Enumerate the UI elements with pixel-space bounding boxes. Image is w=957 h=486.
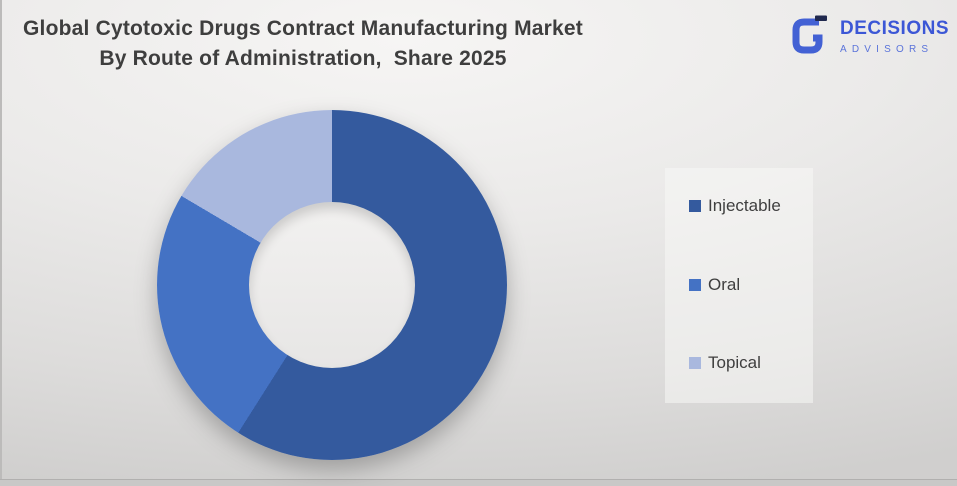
slide-bottom-edge: [0, 479, 957, 486]
decisions-logo-icon: [785, 10, 833, 67]
chart-title-line-1: Global Cytotoxic Drugs Contract Manufact…: [23, 17, 583, 40]
legend-item-topical: Topical: [689, 353, 813, 373]
legend-label-injectable: Injectable: [708, 196, 781, 215]
legend-swatch-injectable: [689, 200, 701, 212]
logo-name: DECISIONS: [839, 18, 949, 39]
legend-swatch-oral: [689, 278, 701, 291]
donut-hole: [249, 202, 415, 368]
chart-title: Global Cytotoxic Drugs Contract Manufact…: [12, 14, 594, 74]
donut-chart-area: [157, 110, 507, 460]
slide-left-edge: [0, 0, 2, 486]
decisions-advisors-logo: DECISIONS ADVISORS: [785, 10, 949, 67]
legend-item-oral: Oral: [689, 275, 813, 295]
logo-text: DECISIONS ADVISORS: [840, 18, 949, 55]
legend-item-injectable: Injectable: [689, 196, 813, 216]
legend-label-oral: Oral: [708, 274, 741, 294]
chart-title-line-2: By Route of Administration, Share 2025: [99, 47, 507, 70]
legend-label-topical: Topical: [708, 353, 761, 372]
logo-subname: ADVISORS: [839, 44, 934, 55]
chart-legend: Injectable Oral Topical: [665, 168, 813, 403]
legend-swatch-topical: [689, 357, 701, 369]
